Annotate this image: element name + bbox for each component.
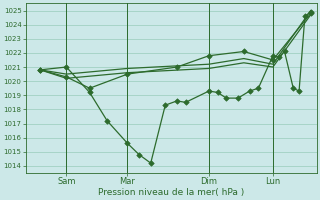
X-axis label: Pression niveau de la mer( hPa ): Pression niveau de la mer( hPa ) [98, 188, 244, 197]
